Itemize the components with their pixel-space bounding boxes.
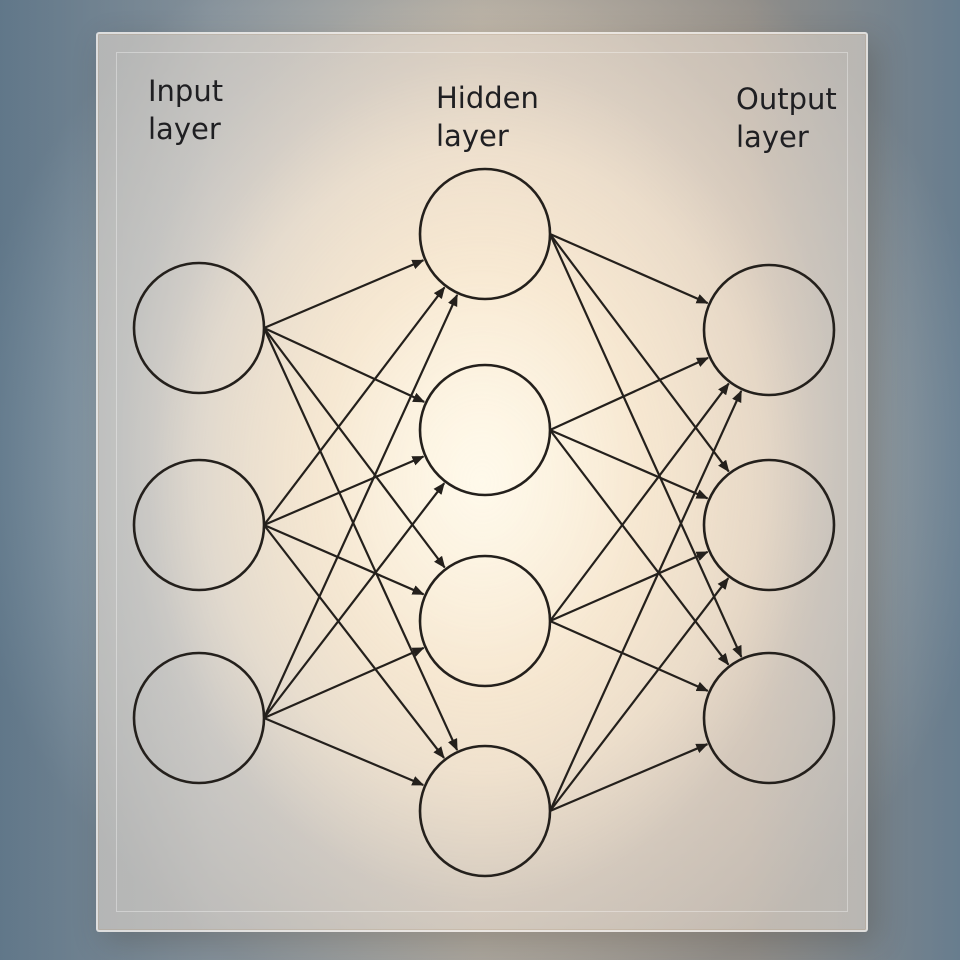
output-neuron-2 xyxy=(702,458,836,592)
connection-hidden-1-to-output-2 xyxy=(549,233,730,473)
hidden-neuron-4 xyxy=(418,744,552,878)
connection-input-1-to-hidden-1 xyxy=(263,259,425,330)
connections-group xyxy=(262,232,743,813)
connection-input-1-to-hidden-4 xyxy=(262,327,459,751)
diagram-panel xyxy=(96,32,868,932)
connection-input-2-to-hidden-3 xyxy=(263,523,425,596)
connection-hidden-3-to-output-3 xyxy=(549,619,709,692)
connection-input-3-to-hidden-3 xyxy=(263,646,425,720)
connection-hidden-4-to-output-1 xyxy=(548,390,743,812)
output-layer-label: Output layer xyxy=(736,82,837,154)
connection-hidden-1-to-output-3 xyxy=(548,233,743,658)
connection-hidden-2-to-output-2 xyxy=(549,428,709,500)
output-neuron-1 xyxy=(702,263,836,397)
connection-hidden-2-to-output-3 xyxy=(549,429,730,666)
connection-hidden-3-to-output-1 xyxy=(549,382,730,622)
connection-input-2-to-hidden-1 xyxy=(263,286,446,526)
connection-hidden-2-to-output-1 xyxy=(549,356,709,432)
connection-input-2-to-hidden-2 xyxy=(263,455,425,527)
connection-input-1-to-hidden-2 xyxy=(263,327,426,403)
connection-input-3-to-hidden-4 xyxy=(263,716,425,787)
connection-input-2-to-hidden-4 xyxy=(263,524,445,759)
input-neuron-3 xyxy=(132,651,266,785)
hidden-neuron-2 xyxy=(418,363,552,497)
output-neuron-3 xyxy=(702,651,836,785)
hidden-neuron-3 xyxy=(418,554,552,688)
connection-hidden-1-to-output-1 xyxy=(549,232,709,305)
hidden-neuron-1 xyxy=(418,167,552,301)
connection-hidden-4-to-output-3 xyxy=(549,743,709,813)
neurons-group xyxy=(132,167,836,878)
connection-input-3-to-hidden-2 xyxy=(263,482,446,719)
input-layer-label: Input layer xyxy=(148,74,224,146)
hidden-layer-label: Hidden layer xyxy=(436,81,539,153)
connection-input-3-to-hidden-1 xyxy=(262,294,459,719)
connection-hidden-4-to-output-2 xyxy=(549,577,730,812)
connection-hidden-3-to-output-2 xyxy=(549,550,709,623)
input-neuron-2 xyxy=(132,458,266,592)
connection-input-1-to-hidden-3 xyxy=(263,327,446,569)
input-neuron-1 xyxy=(132,261,266,395)
